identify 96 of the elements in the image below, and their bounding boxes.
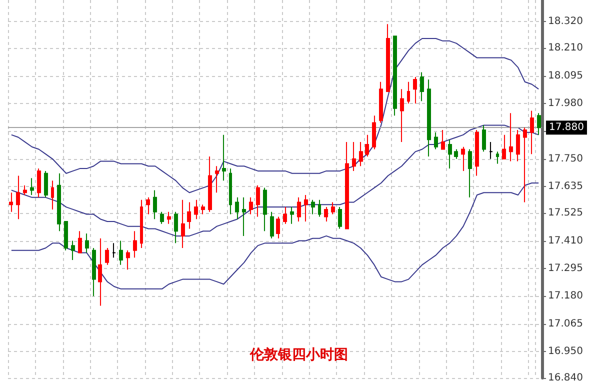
candlestick [496,151,499,164]
candlestick [352,142,356,172]
candlestick [345,142,349,230]
candlestick [174,211,178,244]
candlestick [235,196,239,220]
candlestick [276,216,280,239]
y-tick-label: 17.065 [548,318,583,330]
candlestick [509,112,513,162]
y-tick-label: 18.210 [548,42,583,54]
candlestick [448,139,452,170]
line-series [10,38,540,194]
candlestick [133,230,137,258]
candlestick [71,240,75,261]
candlestick [85,233,89,254]
candlestick [407,81,410,104]
candlestick [338,206,342,230]
candlestick [30,178,34,196]
candlestick [242,196,246,236]
candlestick [434,132,438,150]
candlestick [23,184,27,196]
y-tick-label: 17.180 [548,290,583,302]
candlestick [379,81,383,124]
candlestick [208,156,212,212]
candlestick [64,221,68,251]
y-tick-label: 17.525 [548,208,583,219]
candlestick [263,187,267,232]
candlestick [297,196,301,222]
candlestick [427,78,431,157]
candlestick [420,72,424,102]
candlestick [16,175,20,220]
candlestick [461,146,465,172]
candlestick [119,240,123,266]
candlestick [283,206,287,224]
candlestick [153,190,157,220]
candlestick [187,202,191,230]
candlestick [37,168,41,198]
candlestick [304,194,308,222]
candlestick [537,112,541,136]
candlestick [140,199,143,248]
candlestick [51,180,54,210]
candlestick [112,242,116,258]
candlestick [454,148,458,160]
candlestick [229,168,232,215]
candlestick [126,250,130,270]
candlestick [324,206,328,222]
line-series [10,182,540,290]
candlestick [98,238,102,306]
y-tick-label: 17.410 [548,235,583,246]
candlestick [359,142,363,167]
candlestick [468,148,472,198]
candlestick [215,166,219,194]
candlestick [331,202,335,215]
candlestick [57,172,61,232]
candlestick [530,110,534,155]
candlestick [413,76,417,104]
candlestick [441,130,445,150]
candlestick [372,115,376,150]
y-tick-label: 17.750 [548,153,583,164]
candlestick [167,211,171,224]
y-tick-label: 17.980 [548,98,583,110]
y-tick-label: 18.095 [548,70,583,82]
candlestick [400,88,404,143]
text: 伦敦银四小时图 [249,346,348,363]
y-tick-label: 17.635 [548,181,583,192]
candlestick [523,127,527,203]
y-tick-label: 18.320 [548,16,583,28]
candlestick [222,134,226,182]
candlestick [393,36,397,116]
candlestick [386,24,390,92]
y-tick-label: 17.295 [548,262,583,274]
candlestick [146,196,150,215]
candlestick [160,211,164,224]
ref-line-label: 17.880 [549,122,584,134]
candlestick [44,170,48,198]
candlestick [475,130,479,176]
candlestick [311,199,315,215]
candlestick [9,192,13,212]
candlestick [489,142,493,160]
candlestick [516,130,520,162]
candlestick [256,184,260,218]
candlestick [92,247,96,297]
candlestick [249,196,253,215]
line-series [10,124,540,236]
y-tick-label: 16.840 [548,372,583,384]
candlestick [502,134,506,160]
candlestick [194,199,198,220]
candlestick [201,204,205,215]
candlestick [318,199,321,218]
candlestick [181,199,185,248]
candlestick [105,247,109,266]
candlestick [482,124,486,152]
candlestick [365,134,369,157]
candlestick [78,230,82,254]
candlestick [270,211,274,239]
candlestick [290,206,294,224]
y-tick-label: 16.950 [548,346,583,358]
